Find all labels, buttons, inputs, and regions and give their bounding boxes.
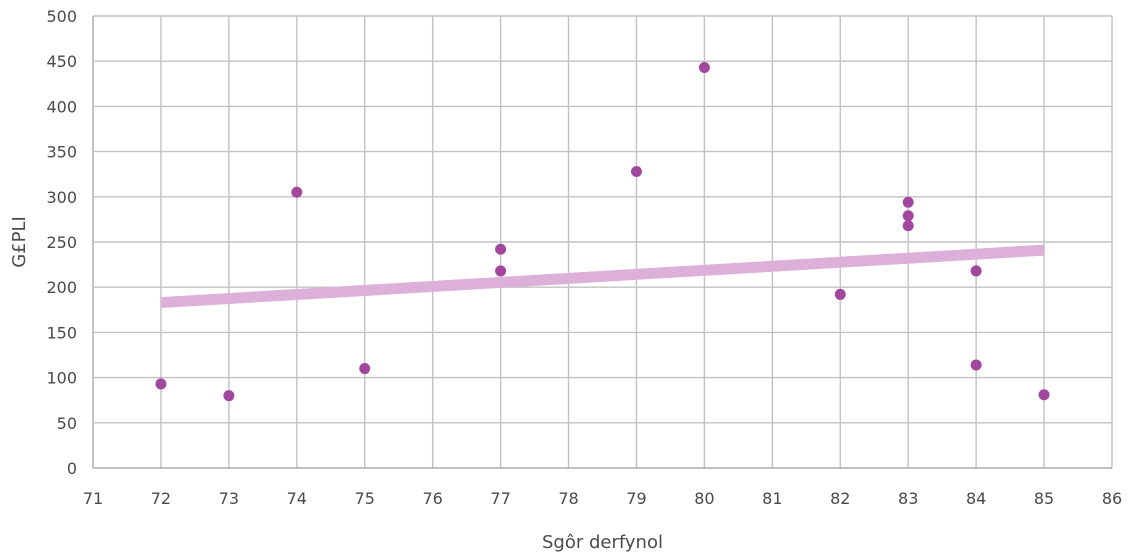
x-tick-label: 71 [83, 489, 103, 508]
y-tick-label: 350 [46, 143, 77, 162]
y-tick-label: 200 [46, 278, 77, 297]
x-tick-label: 81 [762, 489, 782, 508]
points-layer [155, 62, 1050, 402]
y-tick-label: 150 [46, 323, 77, 342]
y-tick-label: 400 [46, 97, 77, 116]
trendline-layer [160, 244, 1045, 309]
scatter-point [155, 378, 167, 390]
y-tick-label: 100 [46, 369, 77, 388]
x-tick-label: 84 [966, 489, 986, 508]
grid-layer [92, 15, 1113, 469]
x-tick-label: 77 [490, 489, 510, 508]
scatter-point [223, 390, 235, 402]
x-tick-label: 85 [1034, 489, 1054, 508]
x-axis-title: Sgôr derfynol [542, 532, 663, 553]
x-tick-label: 76 [422, 489, 442, 508]
scatter-point [630, 165, 642, 177]
x-tick-label: 79 [626, 489, 646, 508]
scatter-point [902, 210, 914, 222]
y-tick-label: 450 [46, 52, 77, 71]
y-tick-label: 500 [46, 7, 77, 26]
y-tick-label: 50 [57, 414, 77, 433]
x-tick-label: 80 [694, 489, 714, 508]
x-tick-label: 72 [151, 489, 171, 508]
y-tick-label: 250 [46, 233, 77, 252]
y-tick-labels: 0 50 100 150 200 250 300 350 400 450 500 [46, 7, 77, 478]
scatter-point [1038, 389, 1050, 401]
x-tick-label: 73 [219, 489, 239, 508]
scatter-point [495, 265, 507, 277]
x-tick-label: 74 [287, 489, 307, 508]
trendline [160, 244, 1045, 309]
x-tick-labels: 71 72 73 74 75 76 77 78 79 80 81 82 83 84 85 86 [83, 489, 1122, 508]
x-tick-label: 75 [355, 489, 375, 508]
scatter-point [291, 186, 303, 198]
x-tick-label: 83 [898, 489, 918, 508]
x-tick-label: 86 [1102, 489, 1122, 508]
y-axis-title: G£PLI [9, 216, 30, 268]
scatter-point [495, 243, 507, 255]
y-tick-label: 0 [67, 459, 77, 478]
scatter-point [970, 265, 982, 277]
x-tick-label: 82 [830, 489, 850, 508]
scatter-point [902, 220, 914, 232]
scatter-point [970, 359, 982, 371]
x-tick-label: 78 [558, 489, 578, 508]
scatter-point [834, 288, 846, 300]
scatter-point [698, 62, 710, 74]
scatter-point [359, 363, 371, 375]
scatter-point [902, 196, 914, 208]
y-tick-label: 300 [46, 188, 77, 207]
